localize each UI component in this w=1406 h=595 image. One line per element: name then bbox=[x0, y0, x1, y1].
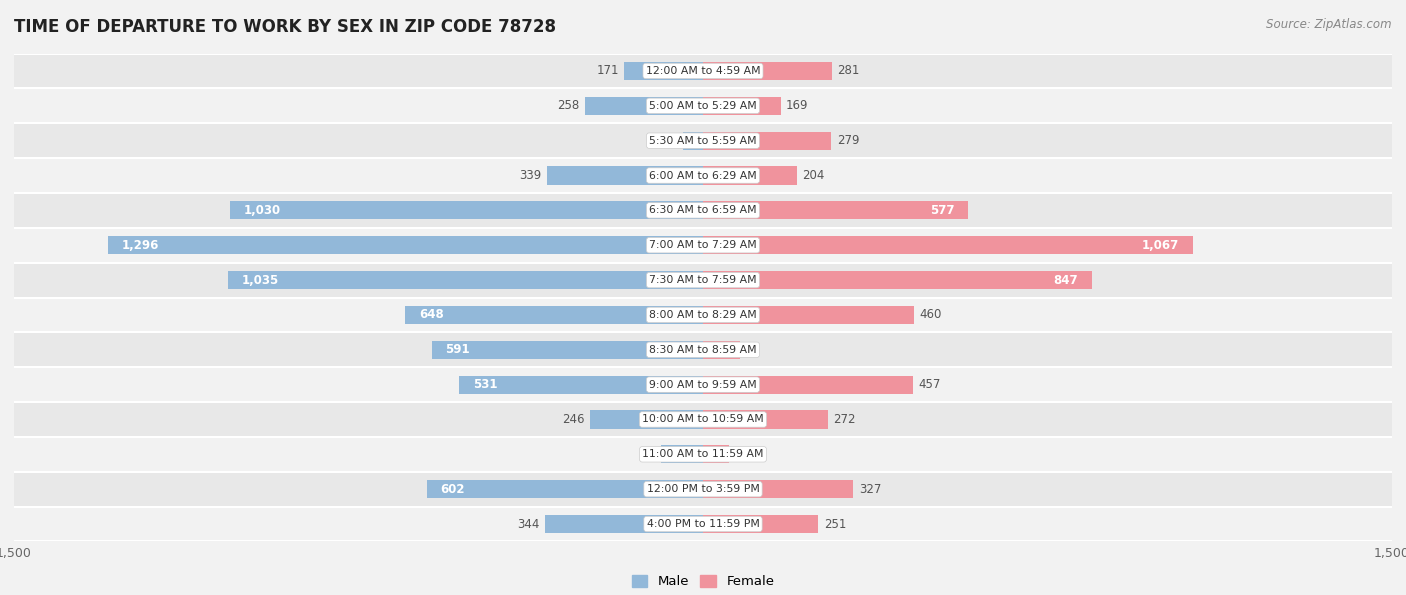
Bar bbox=[703, 341, 740, 359]
Text: 5:00 AM to 5:29 AM: 5:00 AM to 5:29 AM bbox=[650, 101, 756, 111]
Text: 457: 457 bbox=[918, 378, 941, 391]
Text: 204: 204 bbox=[803, 169, 824, 182]
Bar bbox=[547, 167, 703, 184]
Bar bbox=[591, 411, 703, 428]
Text: 91: 91 bbox=[641, 448, 655, 461]
Text: 169: 169 bbox=[786, 99, 808, 112]
Bar bbox=[14, 193, 1392, 228]
Text: 80: 80 bbox=[745, 343, 761, 356]
Text: Source: ZipAtlas.com: Source: ZipAtlas.com bbox=[1267, 18, 1392, 31]
Text: 11:00 AM to 11:59 AM: 11:00 AM to 11:59 AM bbox=[643, 449, 763, 459]
Bar bbox=[228, 271, 703, 289]
Bar bbox=[585, 97, 703, 115]
Text: 6:30 AM to 6:59 AM: 6:30 AM to 6:59 AM bbox=[650, 205, 756, 215]
Text: 10:00 AM to 10:59 AM: 10:00 AM to 10:59 AM bbox=[643, 415, 763, 424]
Bar bbox=[661, 445, 703, 464]
Text: 8:30 AM to 8:59 AM: 8:30 AM to 8:59 AM bbox=[650, 345, 756, 355]
Bar bbox=[14, 437, 1392, 472]
Bar bbox=[683, 131, 703, 150]
Bar bbox=[703, 131, 831, 150]
Text: 344: 344 bbox=[517, 518, 540, 531]
Text: 43: 43 bbox=[662, 134, 678, 147]
Text: 1,067: 1,067 bbox=[1142, 239, 1180, 252]
Bar bbox=[703, 515, 818, 533]
Bar bbox=[546, 515, 703, 533]
Bar bbox=[14, 333, 1392, 367]
Bar bbox=[14, 158, 1392, 193]
Text: 279: 279 bbox=[837, 134, 859, 147]
Text: 281: 281 bbox=[838, 64, 860, 77]
Bar bbox=[624, 62, 703, 80]
Bar bbox=[703, 306, 914, 324]
Text: 591: 591 bbox=[446, 343, 470, 356]
Bar bbox=[14, 402, 1392, 437]
Text: 577: 577 bbox=[929, 204, 955, 217]
Bar bbox=[703, 97, 780, 115]
Text: 847: 847 bbox=[1053, 274, 1078, 287]
Text: 327: 327 bbox=[859, 483, 882, 496]
Text: TIME OF DEPARTURE TO WORK BY SEX IN ZIP CODE 78728: TIME OF DEPARTURE TO WORK BY SEX IN ZIP … bbox=[14, 18, 555, 36]
Text: 339: 339 bbox=[520, 169, 541, 182]
Bar bbox=[14, 472, 1392, 506]
Text: 251: 251 bbox=[824, 518, 846, 531]
Text: 246: 246 bbox=[562, 413, 585, 426]
Bar bbox=[14, 298, 1392, 333]
Text: 9:00 AM to 9:59 AM: 9:00 AM to 9:59 AM bbox=[650, 380, 756, 390]
Bar bbox=[703, 411, 828, 428]
Bar bbox=[14, 262, 1392, 298]
Bar bbox=[108, 236, 703, 254]
Text: 8:00 AM to 8:29 AM: 8:00 AM to 8:29 AM bbox=[650, 310, 756, 320]
Text: 4:00 PM to 11:59 PM: 4:00 PM to 11:59 PM bbox=[647, 519, 759, 529]
Bar bbox=[703, 201, 967, 220]
Text: 12:00 PM to 3:59 PM: 12:00 PM to 3:59 PM bbox=[647, 484, 759, 494]
Bar bbox=[703, 236, 1194, 254]
Bar bbox=[14, 228, 1392, 262]
Text: 57: 57 bbox=[735, 448, 749, 461]
Text: 7:00 AM to 7:29 AM: 7:00 AM to 7:29 AM bbox=[650, 240, 756, 250]
Bar bbox=[405, 306, 703, 324]
Bar bbox=[14, 506, 1392, 541]
Text: 648: 648 bbox=[419, 308, 444, 321]
Bar bbox=[14, 89, 1392, 123]
Text: 7:30 AM to 7:59 AM: 7:30 AM to 7:59 AM bbox=[650, 275, 756, 285]
Bar bbox=[231, 201, 703, 220]
Bar bbox=[14, 367, 1392, 402]
Bar bbox=[703, 167, 797, 184]
Text: 272: 272 bbox=[834, 413, 856, 426]
Text: 1,030: 1,030 bbox=[243, 204, 281, 217]
Text: 171: 171 bbox=[596, 64, 619, 77]
Text: 6:00 AM to 6:29 AM: 6:00 AM to 6:29 AM bbox=[650, 171, 756, 180]
Bar bbox=[703, 375, 912, 394]
Bar bbox=[703, 445, 730, 464]
Text: 1,296: 1,296 bbox=[121, 239, 159, 252]
Text: 460: 460 bbox=[920, 308, 942, 321]
Legend: Male, Female: Male, Female bbox=[626, 569, 780, 593]
Text: 258: 258 bbox=[557, 99, 579, 112]
Bar bbox=[460, 375, 703, 394]
Text: 12:00 AM to 4:59 AM: 12:00 AM to 4:59 AM bbox=[645, 66, 761, 76]
Bar bbox=[703, 480, 853, 498]
Bar bbox=[703, 62, 832, 80]
Bar bbox=[14, 54, 1392, 89]
Text: 5:30 AM to 5:59 AM: 5:30 AM to 5:59 AM bbox=[650, 136, 756, 146]
Text: 1,035: 1,035 bbox=[242, 274, 278, 287]
Text: 602: 602 bbox=[440, 483, 465, 496]
Bar bbox=[426, 480, 703, 498]
Text: 531: 531 bbox=[472, 378, 498, 391]
Bar bbox=[14, 123, 1392, 158]
Bar bbox=[432, 341, 703, 359]
Bar bbox=[703, 271, 1092, 289]
